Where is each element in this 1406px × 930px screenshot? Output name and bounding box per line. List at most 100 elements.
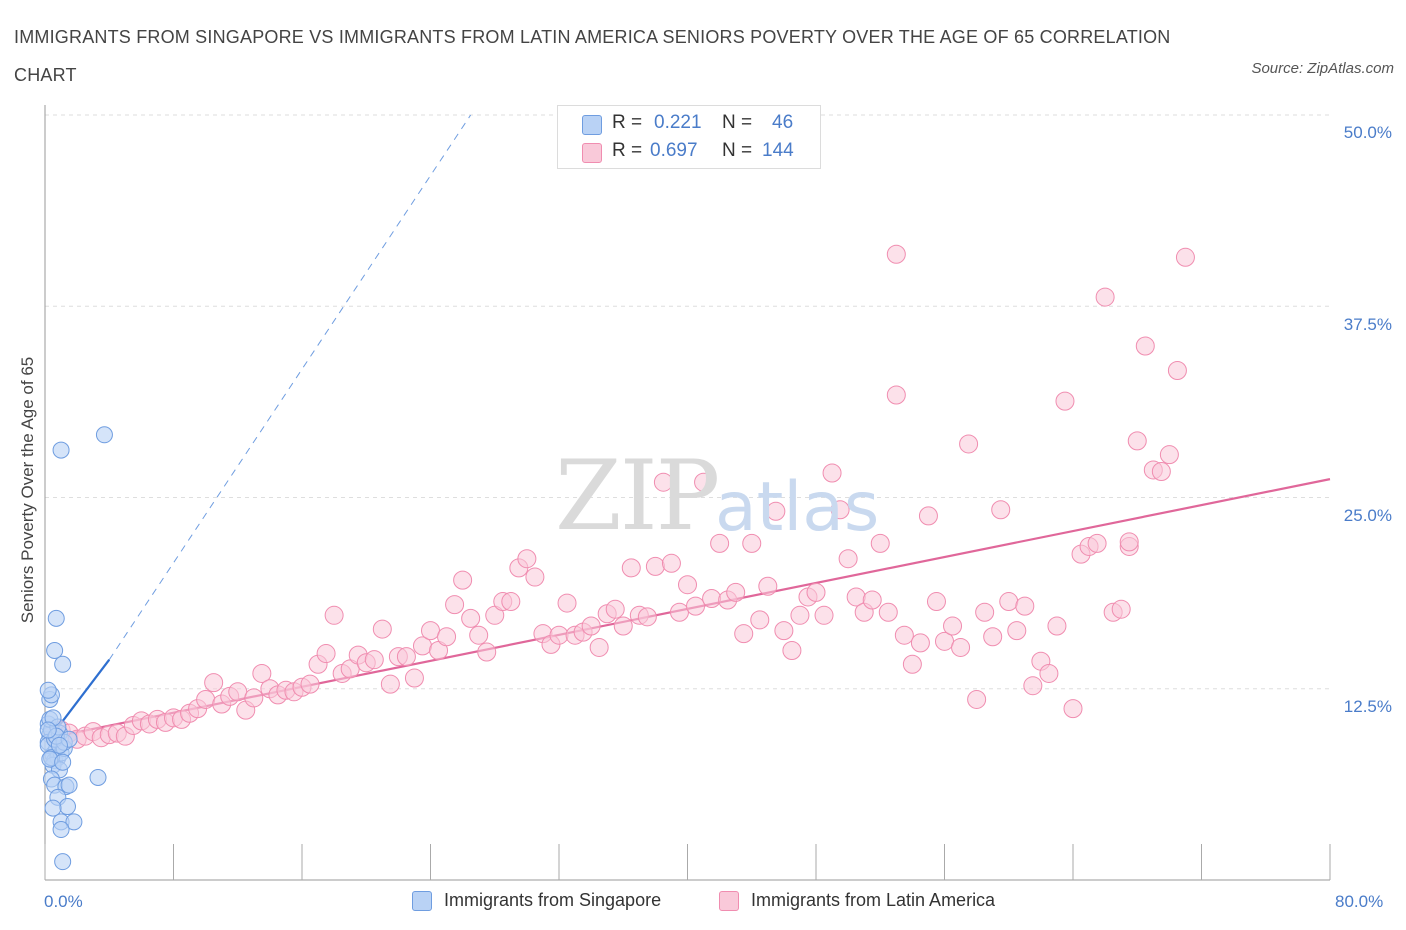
latam-point [549,625,569,645]
latam-point [766,501,786,521]
singapore-point [95,426,113,444]
latam-point [870,533,890,553]
n-label: N = [722,112,753,133]
latam-point [806,582,826,602]
latam-point [324,605,344,625]
latam-point [637,607,657,627]
latam-point [1127,431,1147,451]
latam-point [1007,621,1027,641]
latam-point [613,616,633,636]
n-label: N = [722,140,753,161]
latam-point [469,625,489,645]
y-tick-label: 37.5% [1343,315,1392,334]
r-value: 0.221 [654,112,702,133]
legend-swatch [412,891,432,911]
latam-point [1151,461,1171,481]
latam-point [421,621,440,641]
latam-point [678,575,697,595]
latam-point [661,553,681,573]
latam-point [910,633,930,653]
singapore-point [54,853,72,871]
latam-point [814,605,834,625]
singapore-point [65,813,83,831]
latam-point [742,533,762,553]
latam-point [830,500,850,520]
singapore-trend-extension [108,114,472,660]
latam-point [822,463,842,483]
legend-swatch [582,115,602,135]
n-value: 46 [772,112,794,133]
latam-point [380,674,400,694]
x-tick-label: 0.0% [44,892,83,911]
latam-point [316,644,336,664]
latam-point [445,595,465,615]
latam-point [300,674,320,694]
latam-point [886,244,906,264]
latam-point [244,688,264,708]
chart-title: IMMIGRANTS FROM SINGAPORE VS IMMIGRANTS … [14,27,1171,85]
legend-item-singapore: Immigrants from Singapore [412,888,712,916]
correlation-legend: R = 0.221 N = 46 R = 0.697 N = 144 [557,105,821,169]
latam-point [1087,533,1107,553]
latam-point [252,663,272,683]
y-tick-label: 25.0% [1343,506,1392,525]
latam-point [702,588,722,608]
latam-point [1135,336,1155,356]
singapore-point [50,736,68,754]
singapore-point [47,609,65,627]
singapore-point [52,441,70,459]
trend-lines [45,114,1331,743]
latam-point [1055,391,1075,411]
latam-point [196,689,216,709]
latam-point [557,593,577,613]
latam-point [453,570,473,590]
singapore-point [54,753,72,771]
latam-point [991,500,1011,520]
latam-point [364,650,384,670]
singapore-point [46,642,64,659]
latam-point [750,610,770,630]
latam-point [886,385,906,405]
latam-point [694,472,714,492]
latam-point [967,689,987,709]
latam-point [1119,532,1139,552]
latam-point [477,642,497,662]
latam-point [975,602,995,622]
latam-point [1039,663,1059,683]
latam-point [461,608,481,628]
latam-point [710,533,730,553]
r-label: R = [612,112,643,133]
singapore-point [44,799,62,817]
latam-point [669,602,689,622]
singapore-point [54,655,72,673]
latam-point [1047,616,1067,636]
latam-point [517,549,537,569]
latam-point [894,625,914,645]
latam-point [926,592,946,612]
singapore-point [58,798,76,816]
latam-point [878,602,898,622]
latam-point [1175,247,1195,267]
legend-swatch [582,143,602,163]
singapore-point [39,721,57,739]
latam-point [589,637,609,657]
latam-point [645,556,665,576]
latam-point [726,582,746,602]
latam-point [204,673,224,693]
legend-label: Immigrants from Latin America [751,890,996,910]
latam-point [396,647,416,667]
latam-point [501,592,521,612]
singapore-point [52,821,70,839]
latam-point [1167,361,1187,381]
latam-point [951,637,971,657]
latam-point [959,434,979,454]
latam-point [686,596,706,616]
latam-point [918,506,938,526]
latam-point [1159,445,1179,465]
latam-point [372,619,392,639]
latam-point [734,624,754,644]
latam-point [1023,676,1043,696]
legend-item-latam: Immigrants from Latin America [719,888,1049,916]
latam-point [999,592,1019,612]
latam-point [943,616,963,636]
